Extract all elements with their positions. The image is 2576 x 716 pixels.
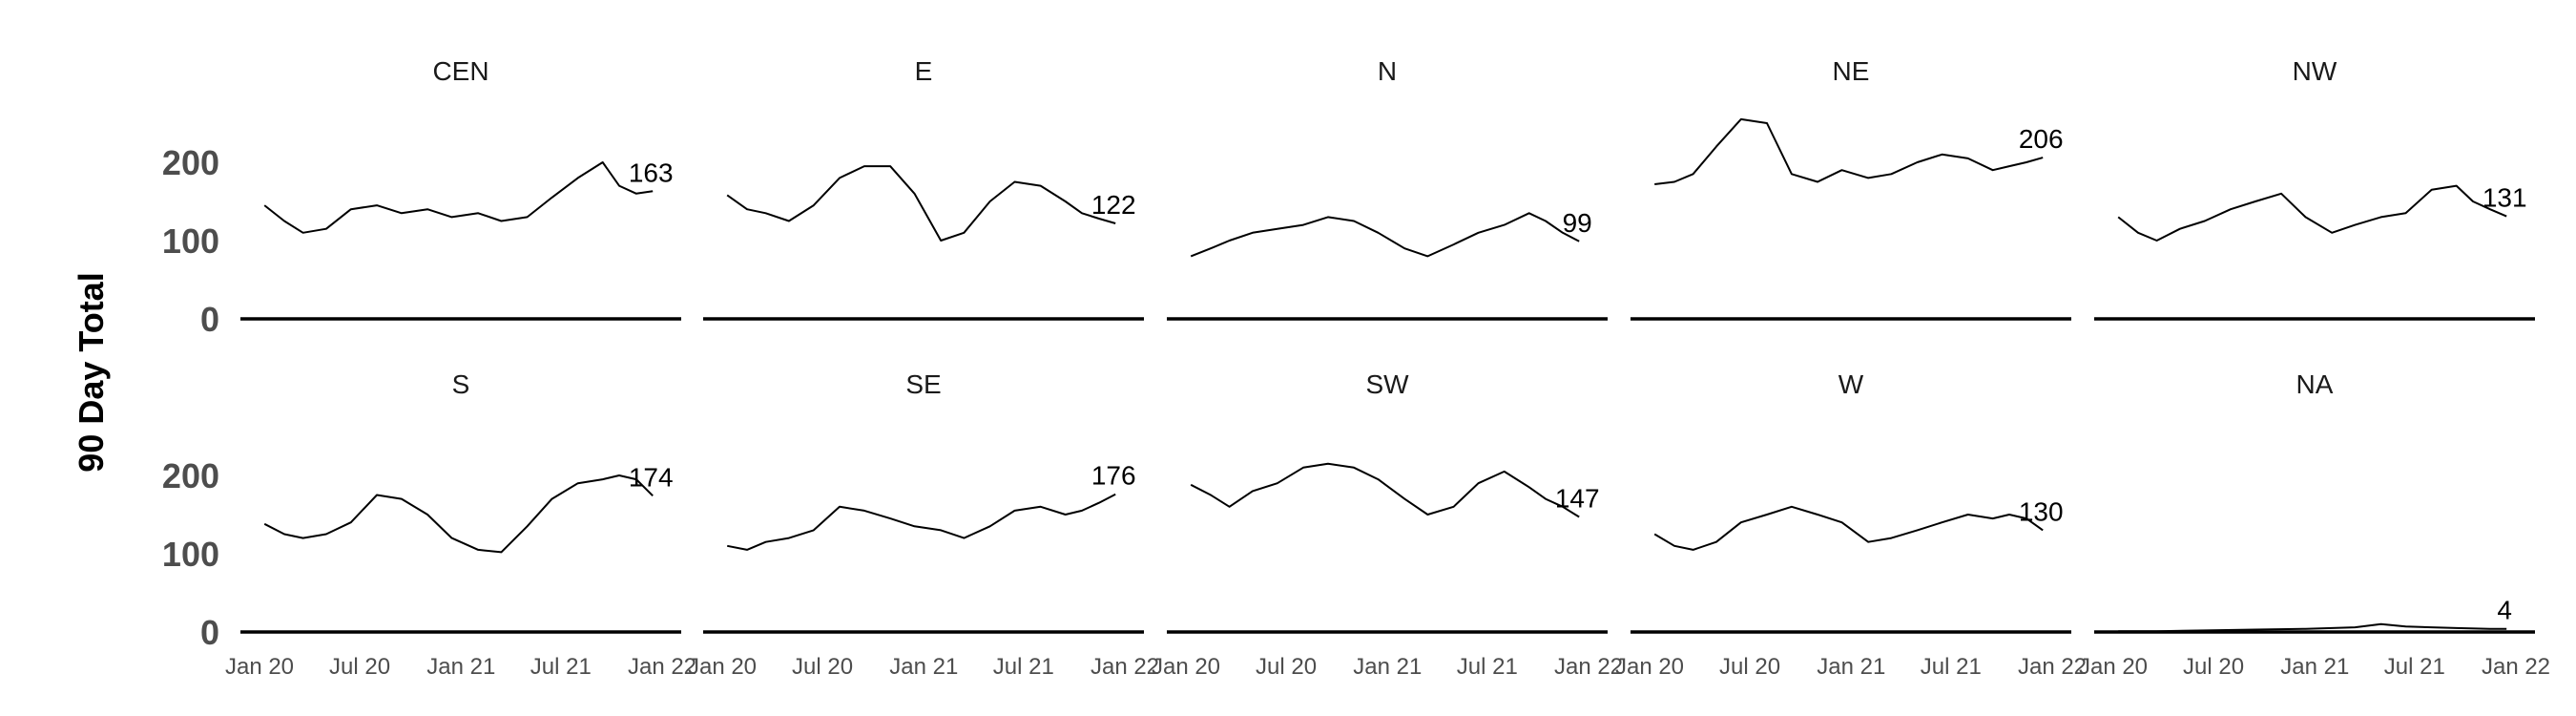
y-tick-label: 100 [162, 535, 219, 574]
x-tick-label: Jul 21 [530, 654, 592, 680]
x-tick-label: Jan 22 [1091, 654, 1159, 680]
series-line-cen [263, 161, 654, 234]
series-line-ne [1654, 117, 2044, 185]
x-tick-label: Jan 20 [1615, 654, 1684, 680]
x-tick-label: Jan 21 [1817, 654, 1885, 680]
x-tick-label: Jan 22 [628, 654, 696, 680]
facet-title-s: S [452, 369, 470, 399]
x-tick-label: Jul 20 [1719, 654, 1780, 680]
x-tick-label: Jan 20 [1152, 654, 1220, 680]
facet-title-na: NA [2296, 369, 2334, 399]
end-value-label: 4 [2497, 596, 2512, 625]
end-value-label: 176 [1091, 461, 1136, 491]
series-line-e [726, 165, 1116, 242]
facet-title-se: SE [905, 369, 941, 399]
end-value-label: 131 [2483, 183, 2527, 213]
x-tick-label: Jul 21 [1457, 654, 1518, 680]
series-line-w [1653, 505, 2044, 551]
facet-title-w: W [1839, 369, 1864, 399]
y-tick-label: 100 [162, 221, 219, 261]
x-tick-label: Jul 20 [2183, 654, 2244, 680]
end-value-label: 147 [1555, 483, 1600, 513]
x-tick-label: Jan 22 [2482, 654, 2550, 680]
series-line-s [263, 474, 654, 554]
y-tick-label: 200 [162, 143, 219, 182]
x-tick-label: Jul 21 [2384, 654, 2445, 680]
x-tick-label: Jul 20 [329, 654, 390, 680]
facet-title-n: N [1378, 56, 1397, 86]
y-axis-title: 90 Day Total [72, 272, 111, 472]
facet-title-nw: NW [2293, 56, 2337, 86]
x-tick-label: Jan 20 [2079, 654, 2148, 680]
x-tick-label: Jul 20 [1256, 654, 1317, 680]
series-line-sw [1190, 462, 1580, 518]
series-line-n [1190, 212, 1580, 258]
y-tick-label: 0 [200, 300, 219, 339]
x-tick-label: Jan 21 [2280, 654, 2349, 680]
series-line-na [2118, 622, 2507, 633]
facet-title-e: E [915, 56, 933, 86]
x-tick-label: Jan 21 [426, 654, 495, 680]
x-tick-label: Jan 22 [1554, 654, 1623, 680]
facet-title-cen: CEN [432, 56, 488, 86]
end-value-label: 130 [2019, 496, 2064, 526]
facet-title-ne: NE [1833, 56, 1870, 86]
end-value-label: 122 [1091, 190, 1136, 220]
x-tick-label: Jul 21 [1921, 654, 1982, 680]
y-tick-label: 0 [200, 613, 219, 652]
x-tick-label: Jan 21 [1353, 654, 1422, 680]
x-tick-label: Jul 20 [792, 654, 853, 680]
end-value-label: 174 [629, 462, 674, 492]
x-tick-label: Jan 22 [2018, 654, 2087, 680]
end-value-label: 163 [629, 158, 674, 187]
x-tick-label: Jan 20 [688, 654, 757, 680]
series-line-se [727, 493, 1116, 551]
end-value-label: 206 [2019, 124, 2064, 154]
x-tick-label: Jul 21 [993, 654, 1054, 680]
end-value-label: 99 [1563, 208, 1592, 238]
series-line-nw [2117, 184, 2507, 242]
x-tick-label: Jan 20 [225, 654, 294, 680]
x-tick-label: Jan 21 [889, 654, 958, 680]
y-tick-label: 200 [162, 456, 219, 495]
facet-title-sw: SW [1365, 369, 1409, 399]
